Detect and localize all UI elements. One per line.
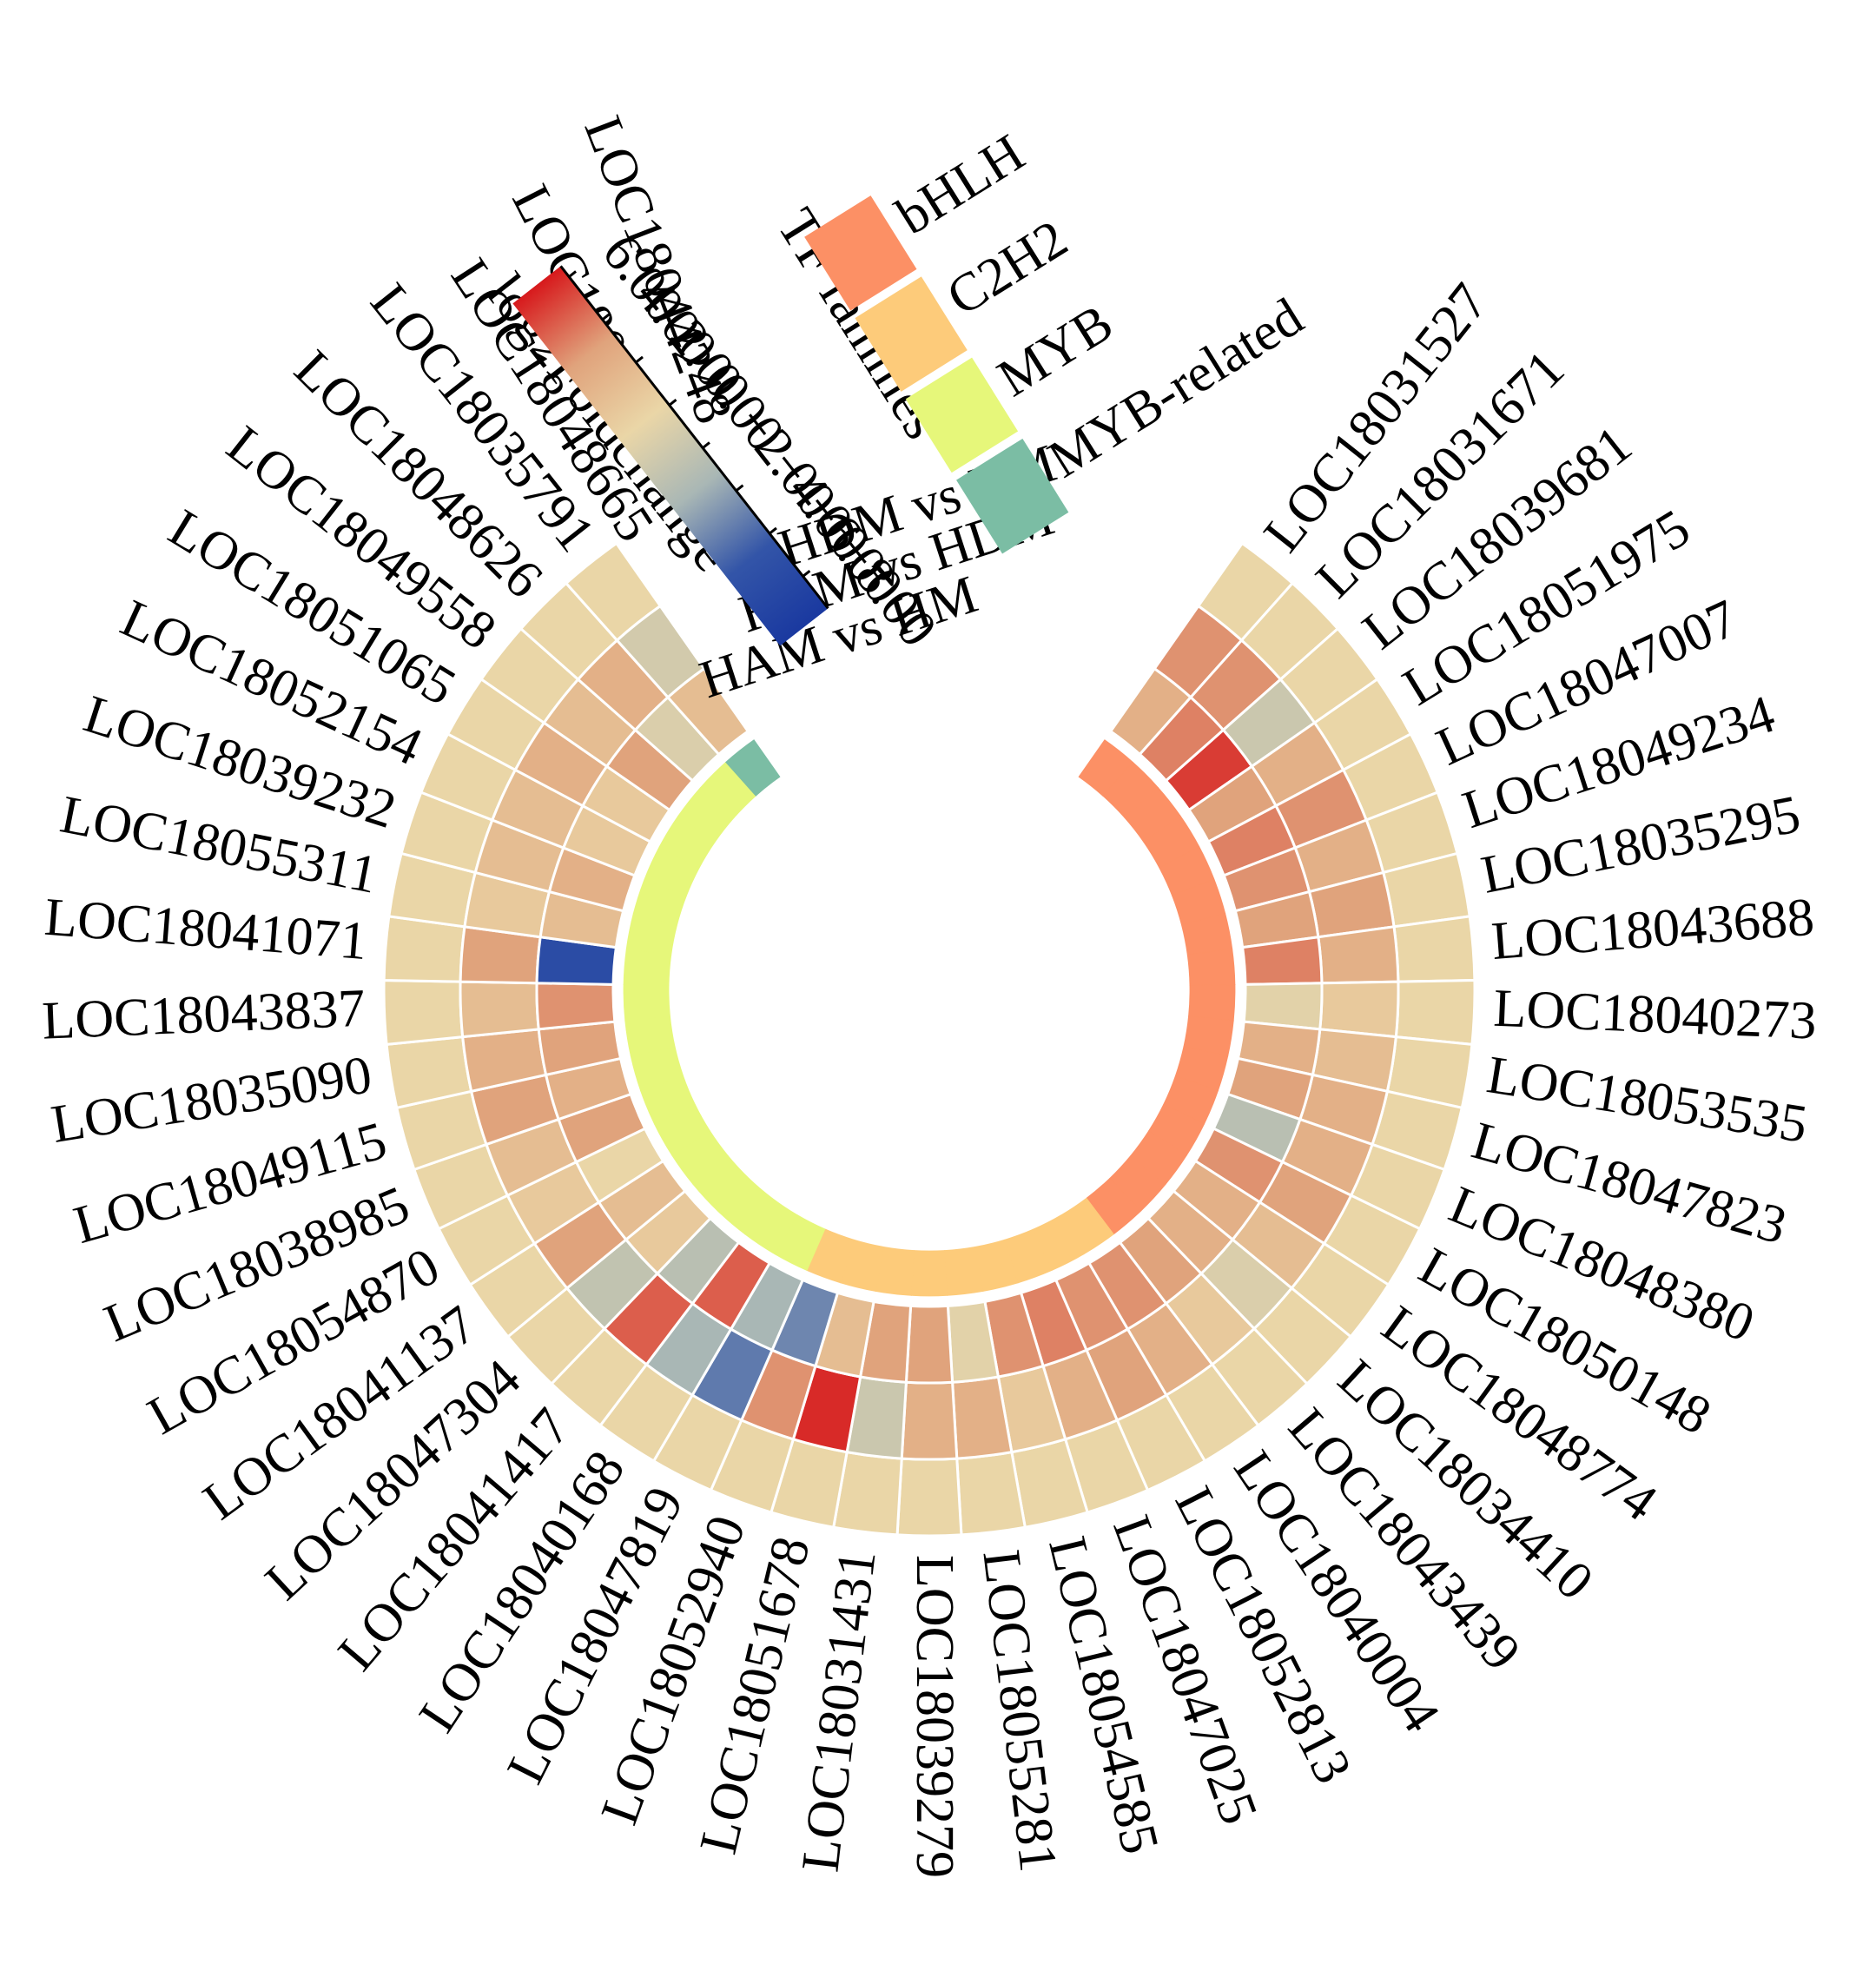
family-swatch — [956, 438, 1069, 554]
family-label: C2H2 — [937, 209, 1078, 327]
gene-label: LOC18039279 — [905, 1555, 964, 1878]
heatmap-cell — [895, 1457, 963, 1538]
colorbar-tick — [769, 526, 777, 535]
heatmap-cell — [1392, 915, 1476, 983]
gene-label: LOC18040273 — [1492, 979, 1817, 1051]
family-ring — [623, 739, 1236, 1297]
family-cell — [1186, 948, 1236, 986]
heatmap-cell — [382, 979, 465, 1046]
colorbar-axis — [559, 265, 829, 610]
heatmap-cell — [904, 1304, 955, 1385]
heatmap-cells — [382, 541, 1476, 1538]
family-cell — [623, 984, 670, 1022]
colorbar-bar — [512, 266, 829, 646]
colorbar-tick — [635, 355, 644, 364]
colorbar-tick — [702, 441, 710, 449]
colorbar-tick — [601, 313, 611, 321]
heatmap-cell — [665, 666, 750, 757]
gene-label: LOC18041071 — [43, 888, 369, 971]
heatmap-cell — [535, 982, 617, 1031]
family-swatch — [855, 276, 968, 392]
colorbar-tick — [668, 399, 677, 407]
family-swatch — [905, 357, 1019, 473]
family-cell — [1188, 984, 1236, 1022]
family-swatch — [804, 195, 917, 311]
heatmap-cell — [1317, 925, 1400, 985]
heatmap-cell — [459, 980, 540, 1039]
colorbar-tick — [735, 484, 744, 493]
family-cell — [623, 948, 672, 986]
colorbar-tick — [802, 570, 811, 578]
family-cell — [725, 739, 781, 797]
heatmap-cell — [1394, 979, 1476, 1046]
heatmap-cell — [900, 1380, 959, 1461]
gene-label: LOC18043688 — [1490, 888, 1816, 971]
heatmap-cell — [955, 1450, 1027, 1537]
colorbar-tick — [568, 270, 577, 278]
family-cell — [910, 1250, 948, 1297]
gene-label: LOC18043837 — [41, 979, 366, 1051]
family-label: MYB — [988, 294, 1123, 409]
family-label: bHLH — [887, 123, 1034, 247]
heatmap-cell — [1318, 980, 1400, 1039]
